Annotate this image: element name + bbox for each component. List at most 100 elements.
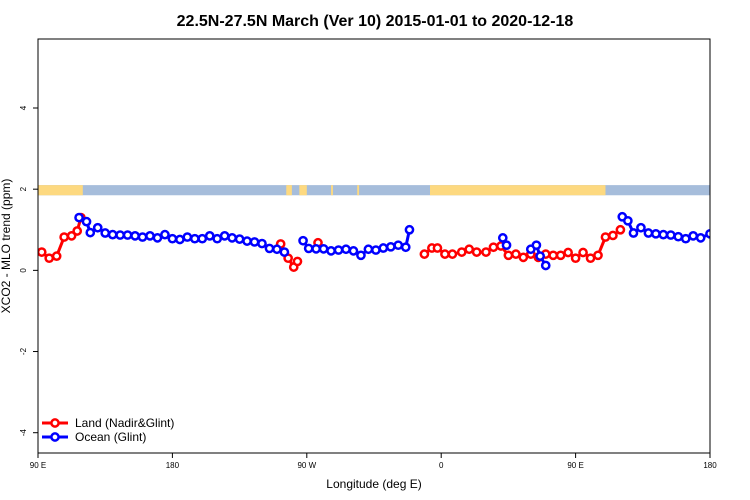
data-point — [66, 231, 77, 241]
land-patch — [286, 185, 292, 196]
plot-frame — [37, 38, 711, 454]
data-point — [363, 244, 374, 255]
data-point — [680, 233, 691, 244]
data-point — [234, 234, 245, 244]
data-point — [440, 249, 450, 259]
data-point — [92, 222, 103, 233]
data-point — [74, 212, 84, 223]
series-layer — [38, 211, 710, 272]
data-point — [548, 250, 559, 261]
data-point — [160, 229, 170, 240]
data-point — [503, 250, 514, 261]
data-point — [447, 249, 458, 259]
data-point — [303, 243, 314, 254]
data-point — [130, 231, 140, 241]
data-point — [636, 222, 646, 233]
data-point — [497, 233, 508, 243]
data-point — [593, 250, 603, 261]
data-point — [167, 233, 178, 244]
data-point — [145, 231, 155, 241]
data-point — [298, 235, 308, 246]
data-point — [81, 216, 92, 227]
data-point — [356, 250, 366, 261]
legend: Land (Nadir&Glint)Ocean (Glint) — [42, 416, 174, 444]
data-point — [531, 240, 542, 251]
data-point — [326, 246, 336, 256]
data-point — [585, 253, 596, 264]
y-tick-label: -4 — [19, 429, 28, 437]
data-point — [432, 243, 443, 253]
x-axis: 90 E 180 90 W 0 90 E 180 — [30, 453, 717, 470]
data-point — [393, 240, 404, 251]
data-point — [570, 253, 581, 264]
data-point — [333, 245, 344, 255]
legend-label: Land (Nadir&Glint) — [75, 416, 174, 430]
data-point — [371, 245, 381, 255]
data-point — [152, 233, 163, 243]
data-point — [59, 232, 69, 242]
data-point — [38, 247, 47, 257]
data-point — [72, 226, 83, 236]
data-point — [212, 233, 223, 244]
data-point — [257, 238, 267, 249]
data-point — [481, 247, 491, 257]
data-point — [242, 236, 252, 246]
data-point — [540, 260, 551, 271]
y-axis-label: XCO2 - MLO trend (ppm) — [0, 179, 13, 314]
data-point — [107, 229, 118, 240]
data-point — [623, 215, 633, 226]
data-point — [628, 228, 639, 238]
y-tick-label: 2 — [19, 186, 28, 191]
data-point — [44, 253, 55, 264]
data-point — [518, 252, 529, 263]
data-point — [456, 247, 467, 257]
data-point — [695, 233, 706, 243]
land-patch — [299, 185, 307, 196]
data-point — [385, 241, 396, 252]
data-point — [578, 247, 588, 258]
data-point — [341, 244, 351, 255]
data-point — [264, 243, 275, 254]
data-point — [318, 243, 329, 254]
land-patch — [430, 185, 606, 196]
data-point — [673, 231, 684, 242]
data-point — [249, 237, 260, 247]
data-point — [51, 251, 62, 261]
data-point — [511, 249, 521, 259]
data-point — [555, 250, 566, 261]
land-patch — [38, 185, 83, 196]
data-point — [175, 234, 185, 245]
data-point — [608, 230, 618, 241]
x-tick-label: 90 E — [567, 461, 583, 470]
data-point — [197, 233, 208, 244]
legend-marker — [50, 432, 60, 442]
legend-label: Ocean (Glint) — [75, 430, 146, 444]
y-tick-label: 4 — [19, 105, 28, 110]
data-point — [85, 227, 96, 238]
data-point — [204, 231, 215, 241]
data-point — [182, 232, 193, 242]
data-point — [488, 242, 499, 253]
data-point — [189, 233, 200, 244]
x-axis-label: Longitude (deg E) — [326, 477, 421, 491]
data-point — [404, 224, 415, 235]
data-point — [665, 230, 676, 240]
x-tick-label: 180 — [703, 461, 717, 470]
data-point — [292, 256, 303, 267]
y-tick-label: -2 — [19, 347, 28, 355]
data-point — [535, 251, 545, 261]
data-point — [400, 242, 411, 253]
data-point — [471, 247, 482, 257]
data-point — [137, 232, 148, 242]
chart-title: 22.5N-27.5N March (Ver 10) 2015-01-01 to… — [177, 13, 574, 30]
data-point — [651, 228, 661, 239]
data-point — [348, 246, 359, 256]
ocean-band — [38, 185, 710, 196]
data-point — [563, 247, 573, 258]
data-point — [219, 231, 230, 241]
y-axis: -4 -2 0 2 4 — [19, 105, 38, 436]
x-tick-label: 180 — [166, 461, 180, 470]
x-tick-label: 0 — [439, 461, 444, 470]
land-patch — [331, 185, 333, 196]
